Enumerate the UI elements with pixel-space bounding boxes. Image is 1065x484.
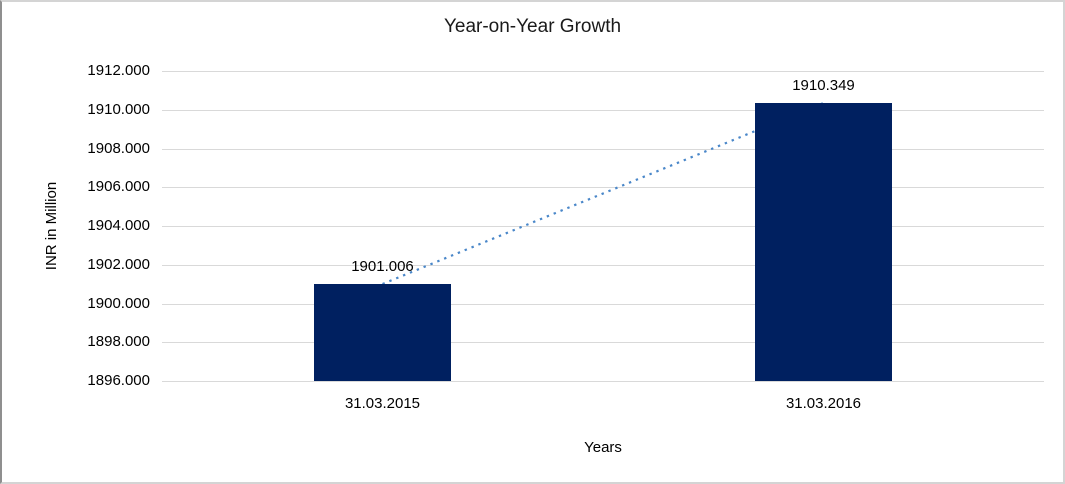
gridline [162, 264, 1044, 266]
y-tick-label: 1908.000 [87, 139, 150, 157]
bar-31.03.2015 [314, 284, 451, 381]
gridline [162, 109, 1044, 111]
gridline [162, 303, 1044, 305]
bar-data-label: 1910.349 [792, 76, 855, 94]
y-tick-label: 1910.000 [87, 100, 150, 118]
plot-area [162, 71, 1044, 382]
y-tick-label: 1906.000 [87, 178, 150, 196]
x-tick-label: 31.03.2015 [344, 395, 421, 412]
gridline [162, 381, 1044, 382]
gridline [162, 187, 1044, 189]
y-tick-label: 1904.000 [87, 217, 150, 234]
bar-31.03.2016 [755, 102, 892, 381]
chart-title: Year-on-Year Growth [443, 16, 622, 37]
y-tick-label: 1912.000 [87, 62, 150, 79]
x-tick-label: 31.03.2016 [785, 395, 862, 412]
x-axis-title: Years [584, 439, 622, 456]
gridline [162, 148, 1044, 150]
y-tick-label: 1902.000 [87, 255, 150, 273]
gridline [162, 226, 1044, 227]
gridline [162, 342, 1044, 344]
y-tick-label: 1898.000 [87, 333, 150, 351]
y-tick-label: 1900.000 [87, 294, 150, 312]
bar-data-label: 1901.006 [351, 258, 414, 275]
y-tick-label: 1896.000 [87, 372, 150, 389]
gridline [162, 71, 1044, 72]
